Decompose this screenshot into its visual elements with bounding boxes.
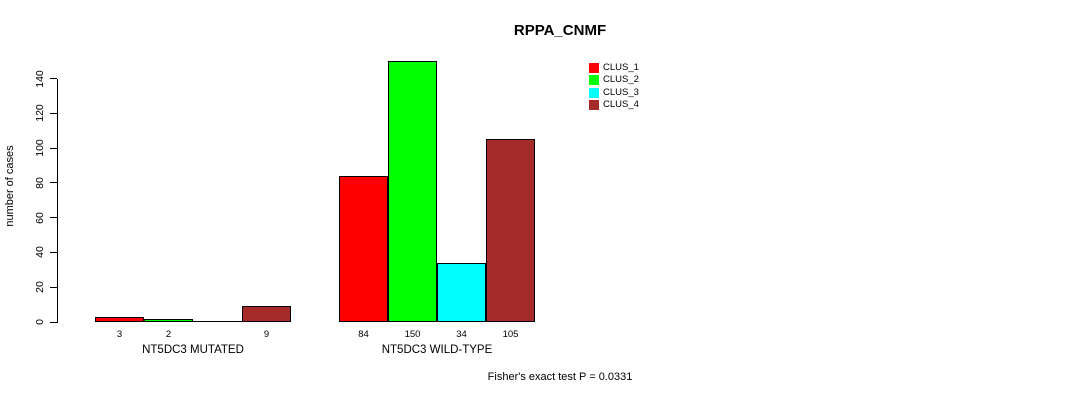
y-tick-label: 120 xyxy=(34,104,46,123)
y-tick-mark xyxy=(50,182,57,184)
legend-label-clus_3: CLUS_3 xyxy=(603,86,639,98)
bar-value-label: 34 xyxy=(456,329,467,340)
bar-value-label: 84 xyxy=(358,329,369,340)
bar-clus_1-group1 xyxy=(95,316,144,322)
legend-item-clus_2: CLUS_2 xyxy=(589,74,639,86)
bar-clus_4-group1 xyxy=(242,306,291,322)
y-tick-mark xyxy=(50,112,57,114)
legend-item-clus_3: CLUS_3 xyxy=(589,87,639,99)
footnote-text: Fisher's exact test P = 0.0331 xyxy=(487,371,633,383)
bar-value-label: 2 xyxy=(165,329,172,340)
y-tick-mark xyxy=(50,147,57,149)
bar-value-label: 150 xyxy=(404,329,421,340)
legend-item-clus_1: CLUS_1 xyxy=(589,62,639,74)
y-tick-mark xyxy=(50,321,57,323)
chart-title: RPPA_CNMF xyxy=(513,22,607,39)
y-tick-mark xyxy=(50,217,57,219)
y-tick-label: 60 xyxy=(34,211,46,224)
bar-value-label: 9 xyxy=(263,329,270,340)
legend-item-clus_4: CLUS_4 xyxy=(589,99,639,111)
bar-clus_1-group2 xyxy=(339,175,388,322)
y-tick-label: 140 xyxy=(34,69,46,88)
y-tick-label: 0 xyxy=(34,319,46,325)
bar-clus_2-group1 xyxy=(144,318,193,322)
legend-label-clus_2: CLUS_2 xyxy=(603,74,639,86)
x-category-label: NT5DC3 MUTATED xyxy=(142,344,244,356)
y-axis-line xyxy=(57,78,58,323)
legend-swatch-clus_3 xyxy=(589,87,599,98)
y-tick-mark xyxy=(50,286,57,288)
legend-label-clus_4: CLUS_4 xyxy=(603,99,639,111)
bar-clus_3-group2 xyxy=(437,262,486,322)
y-tick-label: 100 xyxy=(34,139,46,157)
y-tick-label: 80 xyxy=(34,177,46,189)
y-tick-label: 20 xyxy=(34,281,46,294)
x-category-label: NT5DC3 WILD-TYPE xyxy=(381,344,493,356)
y-axis-label: number of cases xyxy=(4,145,16,227)
y-tick-mark xyxy=(50,78,57,80)
bar-clus_4-group2 xyxy=(486,139,535,322)
bar-value-label: 3 xyxy=(116,329,123,340)
bar-clus_2-group2 xyxy=(388,61,437,322)
legend-swatch-clus_2 xyxy=(589,75,599,86)
bar-clus_3-group1-zero xyxy=(193,321,243,322)
y-tick-mark xyxy=(50,251,57,253)
y-tick-label: 40 xyxy=(34,246,46,259)
legend-swatch-clus_4 xyxy=(589,100,599,111)
legend-swatch-clus_1 xyxy=(589,63,599,74)
legend-label-clus_1: CLUS_1 xyxy=(603,62,639,74)
legend: CLUS_1 CLUS_2 CLUS_3 CLUS_4 xyxy=(589,62,639,111)
bar-value-label: 105 xyxy=(502,329,519,340)
